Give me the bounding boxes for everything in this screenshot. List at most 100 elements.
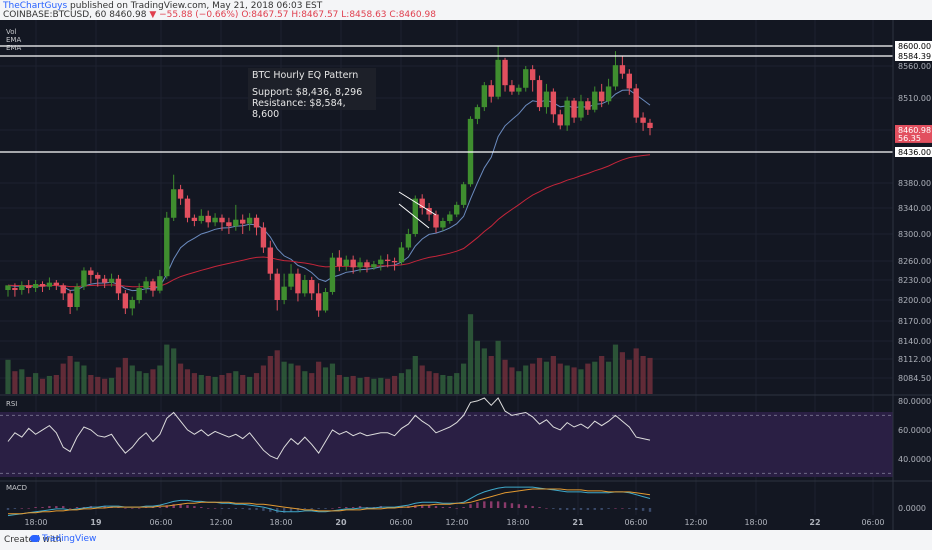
volume-bar [640, 356, 646, 394]
candle-body [19, 285, 25, 290]
price-tick-label: 8084.50 [898, 374, 931, 383]
volume-bar [295, 365, 301, 394]
volume-bars [5, 314, 653, 394]
volume-bar [592, 361, 598, 394]
volume-bar [426, 371, 432, 394]
candle-body [170, 189, 177, 218]
candle-body [647, 122, 653, 129]
candle-body [32, 284, 39, 288]
volume-bar [536, 357, 543, 394]
volume-bar [309, 373, 315, 394]
volume-bar [433, 373, 439, 394]
macd-histogram-bar [641, 508, 645, 511]
candle-body [571, 100, 577, 118]
candle-body [315, 293, 322, 311]
volume-bar [143, 373, 149, 394]
volume-bar [115, 367, 122, 394]
candle-body [550, 91, 557, 115]
time-tick-label: 06:00 [389, 518, 412, 527]
volume-bar [260, 365, 267, 394]
volume-bar [122, 357, 128, 394]
candle-body [157, 276, 163, 291]
candle-body [288, 273, 294, 287]
candle-body [322, 292, 329, 311]
price-tick-label: 8230.00 [898, 276, 931, 285]
time-axis: 18:00 19 06:00 12:00 18:00 20 06:00 12:00 18:00 2… [24, 518, 884, 527]
signal-line [8, 488, 651, 515]
rsi-band [0, 412, 893, 477]
macd-histogram-bar [262, 508, 265, 511]
symbol-info: COINBASE:BTCUSD, 60 8460.98 ▼ −55.88 (−0… [3, 10, 436, 20]
macd-histogram-bar [628, 508, 631, 509]
candle-body [101, 278, 108, 283]
volume-bar [619, 352, 625, 394]
volume-bar [502, 359, 508, 394]
macd-histogram-bar [213, 508, 217, 509]
price-label: 8584.39 [898, 52, 931, 61]
volume-bar [467, 314, 474, 394]
flag-lower-line[interactable] [398, 203, 430, 229]
macd-histogram-bar [538, 507, 541, 508]
macd-histogram-bar [358, 506, 362, 508]
macd-histogram-bar [600, 508, 603, 510]
candle-body [46, 282, 53, 287]
volume-bar [46, 375, 53, 394]
macd-histogram-bar [68, 508, 72, 509]
candle-body [302, 280, 308, 294]
macd-histogram-bar [234, 508, 238, 509]
ohlc-values: H:8467.57 L:8458.63 C:8460.98 [291, 10, 436, 20]
macd-histogram-bar [324, 508, 327, 509]
ema-fast-line [7, 89, 651, 292]
volume-bar [440, 375, 446, 394]
tradingview-link[interactable]: TradingView [42, 534, 97, 544]
price-tick-label: 8200.00 [898, 296, 931, 305]
flag-upper-line[interactable] [398, 191, 437, 216]
volume-bar [53, 375, 59, 394]
candle-body [12, 288, 18, 290]
volume-bar [412, 356, 418, 394]
publish-text: published on TradingView.com, May 21, 20… [70, 1, 323, 11]
macd-histogram-bar [331, 508, 334, 509]
candle-body [260, 227, 267, 248]
macd-histogram-bar [296, 508, 300, 511]
time-tick-label: 22 [809, 518, 820, 527]
candle-body [233, 219, 239, 227]
macd-histogram-bar [20, 508, 24, 509]
volume-bar [81, 365, 87, 394]
volume-bar [302, 371, 308, 394]
candle-body [205, 215, 211, 223]
candle-body [364, 262, 370, 268]
candle-body [39, 284, 46, 287]
macd-histogram-bar [227, 508, 231, 509]
candle-body [295, 273, 301, 294]
candle-body [191, 217, 198, 221]
volume-bar [5, 359, 11, 394]
macd-histogram-bar [420, 505, 424, 508]
candle-body [419, 198, 425, 208]
volume-bar [523, 365, 529, 394]
annotation-resistance: Resistance: $8,584, 8,600 [252, 98, 346, 120]
candle-body [543, 91, 550, 108]
candle-body [253, 217, 260, 228]
volume-bar [371, 378, 377, 394]
horizontal-levels[interactable] [0, 45, 893, 153]
volume-bar [157, 365, 163, 394]
volume-bar [39, 378, 46, 394]
price-label-box [895, 147, 932, 157]
author-link[interactable]: TheChartGuys [3, 1, 68, 11]
candle-body [447, 214, 453, 221]
candle-body [198, 215, 204, 221]
flag-channel-lines[interactable] [398, 191, 437, 229]
candle-body [267, 247, 274, 274]
annotation-box[interactable]: BTC Hourly EQ Pattern Support: $8,436, 8… [248, 68, 376, 120]
candle-body [536, 80, 543, 108]
price-label: 8436.00 [898, 148, 931, 157]
volume-bar [405, 369, 411, 394]
candle-body [329, 257, 336, 292]
candle-body [495, 59, 501, 97]
candle-body [350, 259, 356, 268]
volume-bar [357, 377, 363, 394]
time-tick-label: 18:00 [24, 518, 47, 527]
